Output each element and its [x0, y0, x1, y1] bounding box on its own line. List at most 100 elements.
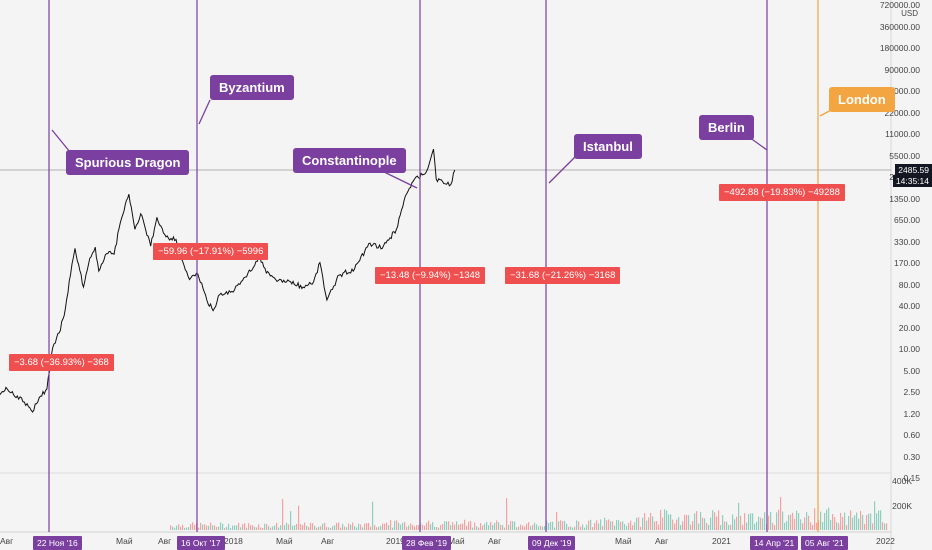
volume-bar [240, 527, 242, 530]
volume-bar [634, 522, 636, 530]
volume-bar [282, 498, 284, 530]
callout-istanbul: Istanbul [574, 134, 642, 159]
volume-bar [274, 525, 276, 530]
volume-bar [434, 526, 436, 530]
volume-bar [272, 526, 274, 530]
volume-bar [410, 523, 412, 530]
volume-bar [530, 526, 532, 530]
callout-byzantium: Byzantium [210, 75, 294, 100]
volume-bar [332, 526, 334, 530]
volume-bar [518, 526, 520, 530]
volume-bar [650, 512, 652, 530]
volume-bar [548, 522, 550, 530]
volume-bar [372, 501, 374, 530]
volume-bar [292, 525, 294, 530]
volume-bar [510, 521, 512, 530]
volume-bar [308, 526, 310, 530]
time-tick-label: 2018 [224, 536, 243, 546]
volume-bar [784, 522, 786, 530]
volume-bar [590, 519, 592, 530]
price-tick-label: 22000.00 [884, 107, 920, 118]
drawdown-label: −13.48 (−9.94%) −1348 [375, 267, 486, 284]
volume-bar [514, 521, 516, 530]
volume-bar [814, 508, 816, 530]
volume-bar [810, 522, 812, 530]
volume-bar [880, 510, 882, 530]
volume-bar [202, 524, 204, 530]
volume-bar [566, 523, 568, 530]
volume-bar [486, 521, 488, 530]
volume-bar [310, 522, 312, 530]
volume-bar [662, 517, 664, 530]
volume-bar [382, 523, 384, 530]
volume-bar [302, 525, 304, 530]
volume-bar [450, 525, 452, 530]
volume-bar [380, 525, 382, 530]
volume-bar [760, 517, 762, 530]
upgrade-date-tag: 14 Апр '21 [750, 536, 799, 550]
volume-bar [330, 528, 332, 530]
volume-bar [848, 515, 850, 530]
volume-bar [596, 520, 598, 530]
volume-bar [588, 520, 590, 530]
price-tick-label: 10.00 [898, 344, 920, 354]
time-tick-label: Май [116, 536, 133, 546]
price-tick-label: 0.60 [903, 430, 920, 440]
volume-bar [626, 526, 628, 530]
volume-bar [488, 525, 490, 530]
volume-bar [604, 517, 606, 530]
volume-bar [560, 520, 562, 530]
volume-bar [564, 520, 566, 530]
volume-bar [474, 522, 476, 530]
volume-bar [684, 514, 686, 530]
volume-bar [256, 527, 258, 530]
price-line [0, 148, 456, 413]
volume-bar [344, 526, 346, 530]
volume-bar [442, 524, 444, 530]
volume-bar [188, 527, 190, 530]
volume-bar [398, 522, 400, 530]
volume-bars [170, 497, 888, 530]
volume-bar [748, 514, 750, 530]
volume-bar [870, 513, 872, 530]
volume-bar [882, 522, 884, 530]
volume-bar [524, 526, 526, 530]
price-tick-label: 360000.00 [879, 21, 920, 32]
volume-bar [706, 522, 708, 530]
volume-bar [180, 526, 182, 530]
volume-bar [670, 514, 672, 530]
time-tick-label: 2022 [876, 536, 895, 546]
volume-bar [478, 527, 480, 530]
volume-bar [360, 524, 362, 530]
volume-bar [520, 524, 522, 530]
volume-bar [598, 523, 600, 530]
volume-bar [472, 527, 474, 530]
volume-bar [606, 520, 608, 530]
volume-bar [318, 526, 320, 530]
volume-bar [610, 521, 612, 530]
volume-bar [326, 526, 328, 530]
volume-bar [822, 521, 824, 530]
price-tick-label: 11000.00 [885, 129, 920, 139]
volume-bar [644, 513, 646, 530]
volume-bar [594, 522, 596, 530]
volume-bar [512, 521, 514, 530]
volume-bar [554, 527, 556, 530]
volume-bar [174, 527, 176, 530]
volume-bar [836, 522, 838, 530]
volume-bar [796, 510, 798, 530]
volume-bar [778, 509, 780, 530]
volume-bar [384, 523, 386, 530]
volume-bar [276, 522, 278, 530]
volume-bar [356, 527, 358, 530]
time-tick-label: 2019 [386, 536, 405, 546]
volume-bar [172, 526, 174, 530]
volume-bar [740, 515, 742, 530]
volume-bar [654, 521, 656, 530]
volume-bar [792, 512, 794, 530]
volume-bar [802, 523, 804, 530]
volume-bar [504, 527, 506, 530]
volume-bar [630, 520, 632, 530]
